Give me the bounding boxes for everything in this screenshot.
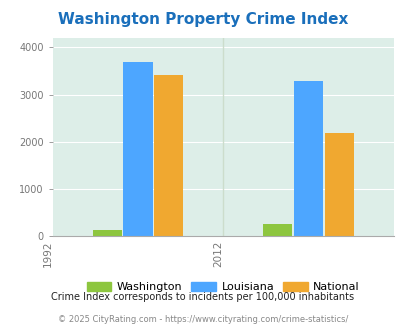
Text: Crime Index corresponds to incidents per 100,000 inhabitants: Crime Index corresponds to incidents per… bbox=[51, 292, 354, 302]
Text: Washington Property Crime Index: Washington Property Crime Index bbox=[58, 12, 347, 26]
Legend: Washington, Louisiana, National: Washington, Louisiana, National bbox=[82, 277, 363, 296]
Bar bbox=[92, 230, 122, 236]
Bar bbox=[123, 61, 152, 236]
Text: © 2025 CityRating.com - https://www.cityrating.com/crime-statistics/: © 2025 CityRating.com - https://www.city… bbox=[58, 315, 347, 324]
Bar bbox=[293, 81, 322, 236]
Bar bbox=[324, 133, 353, 236]
Bar bbox=[154, 75, 183, 236]
Bar bbox=[262, 224, 292, 236]
